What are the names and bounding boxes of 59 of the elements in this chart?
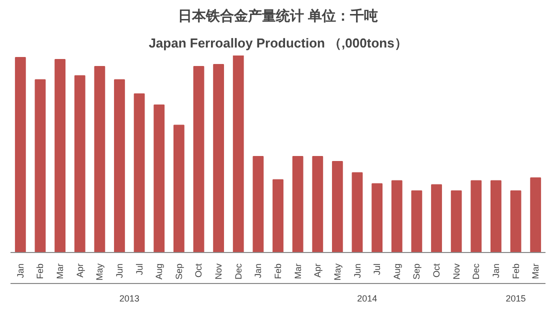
- x-tick-label: Jan: [15, 263, 26, 278]
- bar: [54, 58, 66, 252]
- x-tick-label: Oct: [432, 263, 442, 278]
- bar: [510, 190, 522, 252]
- x-tick-label: Aug: [392, 264, 402, 280]
- x-tick-label: Feb: [273, 263, 283, 280]
- chart-title: 日本铁合金产量统计 单位：千吨: [178, 8, 378, 24]
- x-tick-label: Apr: [312, 263, 323, 278]
- text: 2015: [506, 294, 526, 304]
- x-tick-label: Jul: [372, 263, 382, 276]
- text: 2013: [119, 294, 140, 304]
- bar: [530, 177, 542, 252]
- bar: [34, 79, 46, 252]
- x-tick-label: Oct: [194, 263, 204, 278]
- x-tick-label: May: [332, 263, 342, 280]
- bar: [312, 156, 324, 252]
- bar: [14, 56, 26, 252]
- text: 2014: [357, 294, 378, 304]
- bar: [114, 79, 125, 252]
- bar: [391, 180, 402, 252]
- bar: [470, 180, 482, 252]
- bar: [154, 104, 165, 252]
- x-tick-label: Nov: [451, 263, 462, 280]
- bar: [74, 75, 86, 252]
- bar: [213, 64, 224, 252]
- x-tick-label: Dec: [233, 263, 244, 280]
- chart-subtitle: Japan Ferroalloy Production （,000tons）: [148, 36, 408, 50]
- x-tick-label: Mar: [292, 263, 303, 279]
- bar: [450, 190, 462, 252]
- bar: [272, 179, 284, 252]
- bar: [94, 66, 106, 252]
- x-tick-label: Jun: [114, 263, 124, 278]
- bar: [411, 190, 422, 252]
- bar: [332, 160, 343, 252]
- x-tick-label: Feb: [510, 263, 521, 280]
- x-tick-label: Jan: [253, 263, 264, 278]
- x-tick-label: Mar: [530, 263, 541, 279]
- x-tick-label: Jun: [352, 263, 362, 278]
- bar: [352, 172, 363, 252]
- bar: [134, 93, 145, 252]
- x-tick-label: May: [94, 263, 105, 280]
- x-tick-label: Sep: [174, 264, 184, 280]
- bar: [193, 66, 204, 252]
- bar: [252, 156, 264, 252]
- x-tick-label: Aug: [154, 264, 164, 280]
- bar: [372, 183, 383, 252]
- x-tick-label: Dec: [471, 263, 482, 280]
- bar: [232, 56, 244, 252]
- bar: [292, 156, 304, 252]
- x-tick-label: Jul: [134, 263, 144, 276]
- x-tick-label: Jan: [490, 263, 501, 278]
- bar: [431, 184, 442, 252]
- x-tick-label: Nov: [214, 263, 224, 280]
- x-tick-label: Apr: [74, 263, 85, 278]
- x-tick-label: Sep: [412, 264, 422, 280]
- x-tick-label: Feb: [35, 263, 46, 280]
- x-tick-label: Mar: [55, 263, 66, 279]
- bar: [173, 124, 184, 252]
- bar: [490, 180, 502, 252]
